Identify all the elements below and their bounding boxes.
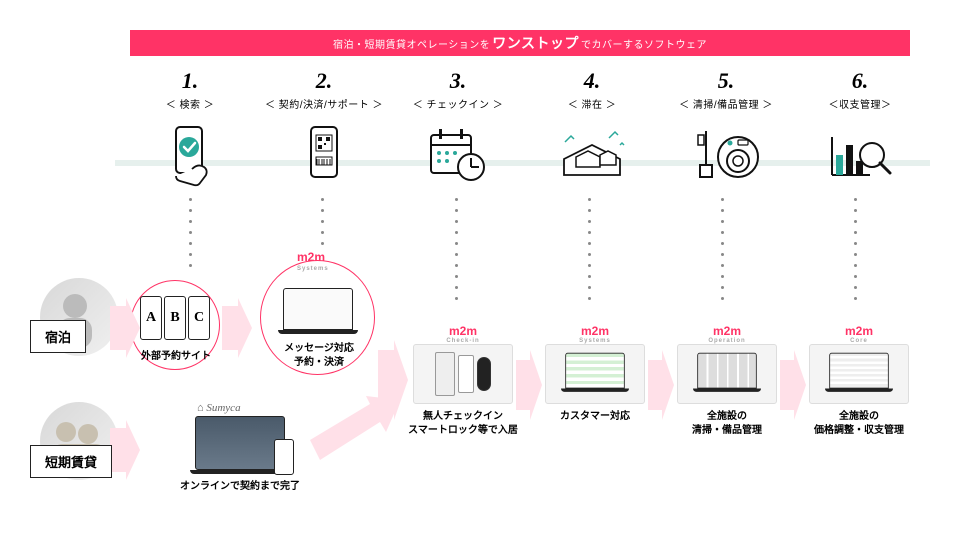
dots xyxy=(588,198,590,318)
step-label: ＜ 検索 ＞ xyxy=(130,96,250,111)
product-customer: m2mSystems カスタマー対応 xyxy=(540,324,650,424)
product-core: m2mCore 全施設の価格調整・収支管理 xyxy=(804,324,914,438)
side-label-stay: 宿泊 xyxy=(30,320,86,353)
booking-caption: 外部予約サイト xyxy=(138,350,214,364)
contract-phone-icon xyxy=(264,120,384,190)
step-num: 4. xyxy=(532,68,652,94)
step-num: 2. xyxy=(264,68,384,94)
booking-sites: A B C xyxy=(140,296,210,340)
arrow xyxy=(222,298,252,358)
arrow xyxy=(780,350,806,420)
analytics-icon xyxy=(800,120,920,190)
step-num: 5. xyxy=(666,68,786,94)
step-label: ＜収支管理＞ xyxy=(800,96,920,111)
step-label: ＜ チェックイン ＞ xyxy=(398,96,518,111)
cleaning-icon xyxy=(666,120,786,190)
icons-row xyxy=(130,120,920,190)
step-label: ＜ 清掃/備品管理 ＞ xyxy=(666,96,786,111)
step-1: 1. ＜ 検索 ＞ xyxy=(130,68,250,111)
step-2: 2. ＜ 契約/決済/サポート ＞ xyxy=(264,68,384,111)
phone-b: B xyxy=(164,296,186,340)
steps-row: 1. ＜ 検索 ＞ 2. ＜ 契約/決済/サポート ＞ 3. ＜ チェックイン … xyxy=(130,68,920,111)
step-5: 5. ＜ 清掃/備品管理 ＞ xyxy=(666,68,786,111)
arrow xyxy=(516,350,542,420)
phone-c: C xyxy=(188,296,210,340)
m2m-systems-logo: m2mSystems xyxy=(297,248,329,272)
m2m-caption: メッセージ対応予約・決済 xyxy=(270,342,368,370)
arrow xyxy=(110,420,140,480)
step-4: 4. ＜ 滞在 ＞ xyxy=(532,68,652,111)
banner-prefix: 宿泊・短期賃貸オペレーションを xyxy=(333,36,490,51)
dots xyxy=(455,198,457,318)
arrow xyxy=(110,298,140,358)
dots xyxy=(721,198,723,318)
sumyca-caption: オンラインで契約まで完了 xyxy=(165,480,315,494)
product-checkin: m2mCheck-in 無人チェックインスマートロック等で入居 xyxy=(408,324,518,438)
side-label-short: 短期賃貸 xyxy=(30,445,112,478)
step-num: 3. xyxy=(398,68,518,94)
stay-room-icon xyxy=(532,120,652,190)
banner-suffix: でカバーするソフトウェア xyxy=(581,36,707,51)
step-num: 6. xyxy=(800,68,920,94)
step-label: ＜ 契約/決済/サポート ＞ xyxy=(264,96,384,111)
banner: 宿泊・短期賃貸オペレーションを ワンストップ でカバーするソフトウェア xyxy=(130,30,910,56)
step-label: ＜ 滞在 ＞ xyxy=(532,96,652,111)
banner-highlight: ワンストップ xyxy=(492,33,579,53)
step-6: 6. ＜収支管理＞ xyxy=(800,68,920,111)
step-num: 1. xyxy=(130,68,250,94)
dots xyxy=(854,198,856,318)
phone-a: A xyxy=(140,296,162,340)
checkin-calendar-icon xyxy=(398,120,518,190)
m2m-laptop xyxy=(278,288,358,338)
arrow xyxy=(648,350,674,420)
arrow-diag xyxy=(310,390,400,470)
product-cleaning: m2mOperation 全施設の清掃・備品管理 xyxy=(672,324,782,438)
search-phone-icon xyxy=(130,120,250,190)
sumyca-logo: ⌂ Sumyca xyxy=(197,398,241,416)
step-3: 3. ＜ チェックイン ＞ xyxy=(398,68,518,111)
sumyca-laptop xyxy=(180,416,300,474)
dots xyxy=(189,198,191,278)
